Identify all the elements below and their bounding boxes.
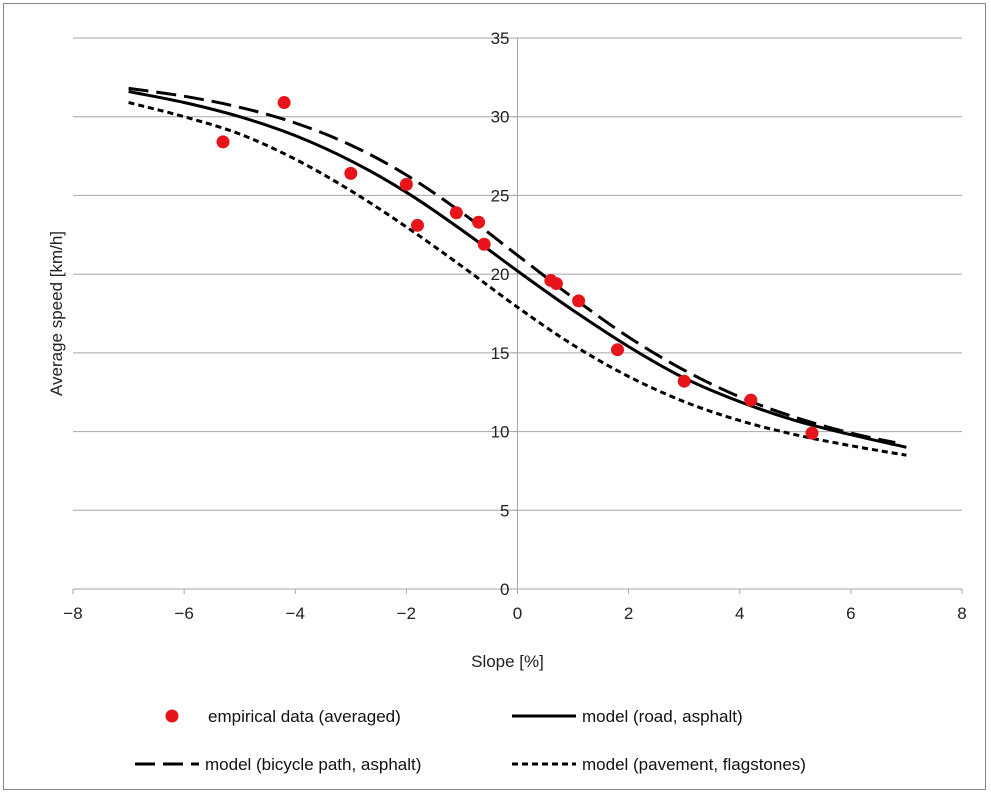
series-line-1 — [128, 90, 907, 449]
data-point — [477, 237, 491, 251]
data-point — [744, 393, 758, 407]
ytick-label: 20 — [491, 265, 510, 284]
y-tick-labels: 0 5 10 15 20 25 30 35 — [491, 29, 510, 599]
ytick-label: 35 — [491, 29, 510, 48]
legend-item: empirical data (averaged) — [165, 707, 401, 726]
data-point — [449, 206, 463, 220]
legend-item: model (bicycle path, asphalt) — [135, 755, 421, 774]
legend-item: model (pavement, flagstones) — [512, 755, 806, 774]
legend: empirical data (averaged) model (road, as… — [135, 707, 806, 774]
data-point — [399, 177, 413, 191]
xtick-label: 2 — [624, 604, 633, 623]
x-tick-labels: −8 −6 −4 −2 0 2 4 6 8 — [63, 604, 966, 623]
data-point — [344, 166, 358, 180]
ytick-label: 30 — [491, 108, 510, 127]
data-point — [216, 135, 230, 149]
series-line-3 — [128, 101, 907, 457]
ytick-label: 15 — [491, 344, 510, 363]
data-point — [805, 426, 819, 440]
plot-series — [128, 86, 907, 457]
xtick-label: 0 — [513, 604, 522, 623]
data-point — [472, 215, 486, 229]
xtick-label: −4 — [286, 604, 305, 623]
y-axis-label: Average speed [km/h] — [47, 231, 66, 396]
axes — [72, 37, 963, 594]
xtick-label: −8 — [63, 604, 82, 623]
data-point — [611, 343, 625, 357]
xtick-label: 4 — [735, 604, 744, 623]
ytick-label: 5 — [500, 501, 509, 520]
legend-label: model (pavement, flagstones) — [582, 755, 806, 774]
data-point — [549, 277, 563, 291]
data-point — [677, 374, 691, 388]
series-line-2 — [128, 86, 896, 445]
legend-label: model (bicycle path, asphalt) — [205, 755, 421, 774]
xtick-label: 8 — [957, 604, 966, 623]
xtick-label: −2 — [397, 604, 416, 623]
ytick-label: 25 — [491, 186, 510, 205]
data-point — [572, 294, 586, 308]
xtick-label: −6 — [174, 604, 193, 623]
legend-label: empirical data (averaged) — [208, 707, 401, 726]
data-point — [410, 218, 424, 232]
chart-frame — [3, 3, 986, 790]
ytick-label: 0 — [500, 580, 509, 599]
ytick-label: 10 — [491, 423, 510, 442]
x-axis-label: Slope [%] — [471, 652, 544, 671]
xtick-label: 6 — [846, 604, 855, 623]
legend-label: model (road, asphalt) — [582, 707, 743, 726]
legend-item: model (road, asphalt) — [512, 707, 743, 726]
legend-marker — [165, 709, 179, 723]
data-point — [277, 96, 291, 110]
